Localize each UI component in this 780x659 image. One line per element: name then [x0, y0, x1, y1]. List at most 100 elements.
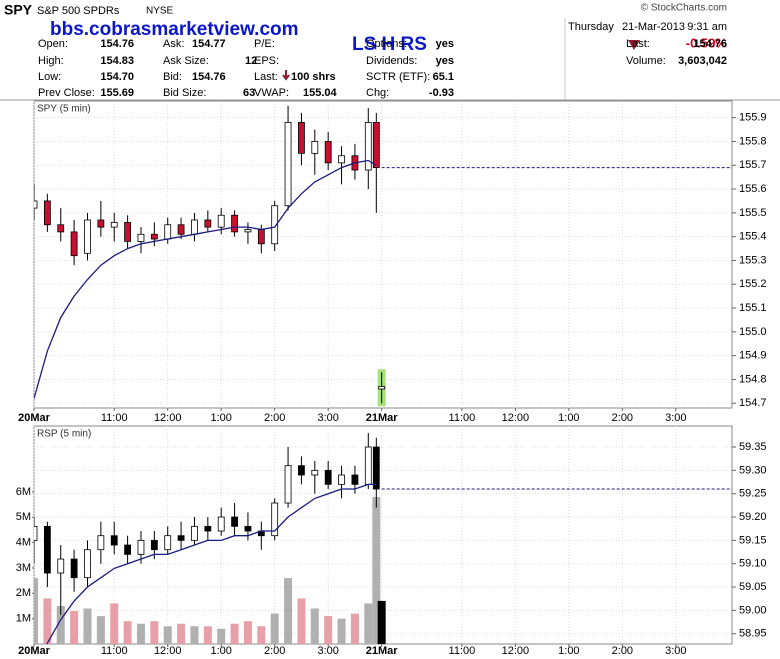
y-tick-label: 154.8: [739, 373, 767, 385]
candle-body: [84, 219, 91, 254]
candle-body: [70, 231, 78, 257]
x-tick-label: 12:00: [154, 412, 182, 424]
candle-body: [110, 221, 118, 228]
volume-bar: [70, 611, 79, 644]
panel-title: RSP (5 min): [37, 429, 91, 440]
watermark: bbs.cobrasmarketview.com: [50, 19, 299, 40]
candle-body: [150, 539, 158, 551]
volume-bar: [243, 621, 252, 644]
candle-body: [257, 229, 265, 245]
volume-bar: [257, 626, 266, 644]
candle-body: [338, 474, 345, 485]
y-tick-label: 59.00: [739, 604, 767, 616]
x-tick-label: 3:00: [665, 412, 686, 424]
volume-bar: [377, 600, 386, 644]
field-label: Bid:: [163, 71, 182, 83]
field-value: 155.69: [100, 87, 134, 99]
volume-bar: [372, 496, 381, 644]
y-tick-label: 155.8: [739, 135, 767, 147]
x-tick-label: 1:00: [558, 412, 579, 424]
field-value: 3,603,042: [678, 55, 727, 67]
volume-bar: [203, 626, 212, 644]
date: 21-Mar-2013: [622, 21, 685, 33]
x-tick-label: 12:00: [502, 412, 530, 424]
candle-body: [97, 535, 105, 551]
y-tick-label: 59.20: [739, 511, 767, 523]
candle-body: [351, 474, 359, 485]
candle-body: [244, 229, 252, 233]
field-label: Ask Size:: [163, 55, 209, 67]
candle-body: [298, 465, 305, 476]
field-value: 65.1: [433, 71, 454, 83]
field-label: High:: [38, 55, 64, 67]
volume-bar: [217, 628, 226, 644]
field-value: -0.93: [429, 87, 454, 99]
candle-body: [43, 525, 51, 574]
field-label: Last:: [254, 71, 278, 83]
moving-average: [46, 483, 377, 644]
field-label: Last:: [626, 38, 650, 50]
change-pct: -0.59%: [686, 35, 728, 50]
y-tick-label: 154.7: [739, 397, 767, 409]
y-tick-label: 155.0: [739, 326, 767, 338]
candle-body: [372, 446, 380, 490]
field-label: VWAP:: [254, 87, 289, 99]
candle-body: [150, 233, 158, 240]
volume-tick-label: 3M: [16, 562, 31, 574]
plot: [34, 433, 386, 644]
x-tick-label: 20Mar: [18, 645, 51, 657]
field-value: 154.83: [100, 55, 134, 67]
copyright: © StockCharts.com: [641, 3, 727, 14]
volume-bar: [110, 603, 119, 644]
panel-title: SPY (5 min): [37, 104, 91, 115]
x-tick-label: 20Mar: [18, 412, 51, 424]
volume-bar: [96, 616, 105, 644]
volume-tick-label: 1M: [16, 613, 31, 625]
candle-body: [378, 386, 386, 390]
volume-bar: [337, 618, 346, 644]
candle-body: [364, 122, 372, 171]
candle-body: [164, 224, 172, 240]
volume-bar: [297, 598, 306, 644]
x-tick-label: 11:00: [101, 645, 128, 657]
field-label: Dividends:: [366, 55, 417, 67]
volume-bar: [123, 621, 132, 644]
day: Thursday: [568, 21, 614, 33]
volume-bar: [56, 605, 65, 644]
candle-body: [231, 214, 238, 233]
y-tick-label: 59.05: [739, 581, 767, 593]
candle-body: [298, 122, 305, 154]
x-tick-label: 2:00: [264, 645, 285, 657]
x-tick-label: 1:00: [558, 645, 579, 657]
volume-bar: [34, 578, 38, 644]
field-value: 154.76: [100, 38, 134, 50]
field-label: Prev Close:: [38, 87, 95, 99]
candle-body: [204, 525, 212, 532]
y-tick-label: 155.6: [739, 183, 767, 195]
field-label: P/E:: [254, 38, 275, 50]
candle-body: [217, 516, 225, 532]
down-arrow: [282, 70, 290, 81]
candle-body: [244, 525, 252, 532]
symbol-name: S&P 500 SPDRs: [37, 5, 120, 17]
y-tick-label: 155.1: [739, 302, 767, 314]
volume-bar: [324, 616, 333, 644]
x-tick-label: 11:00: [449, 645, 476, 657]
volume-bar: [190, 626, 199, 644]
field-label: Volume:: [626, 55, 666, 67]
candle-body: [177, 535, 185, 541]
volume-bar: [284, 578, 293, 644]
header: SPY S&P 500 SPDRs NYSE © StockCharts.com…: [0, 2, 780, 101]
candle-body: [43, 200, 51, 226]
field-value: 154.76: [693, 38, 727, 50]
candle-body: [231, 516, 238, 527]
x-tick-label: 12:00: [154, 645, 182, 657]
candle-body: [124, 221, 132, 242]
field-value: yes: [436, 38, 454, 50]
candle-body: [84, 549, 91, 579]
candle-body: [57, 558, 65, 574]
field-label: Options:: [366, 38, 407, 50]
candle-body: [284, 465, 292, 504]
candle-body: [57, 224, 65, 233]
candle-body: [338, 155, 345, 164]
